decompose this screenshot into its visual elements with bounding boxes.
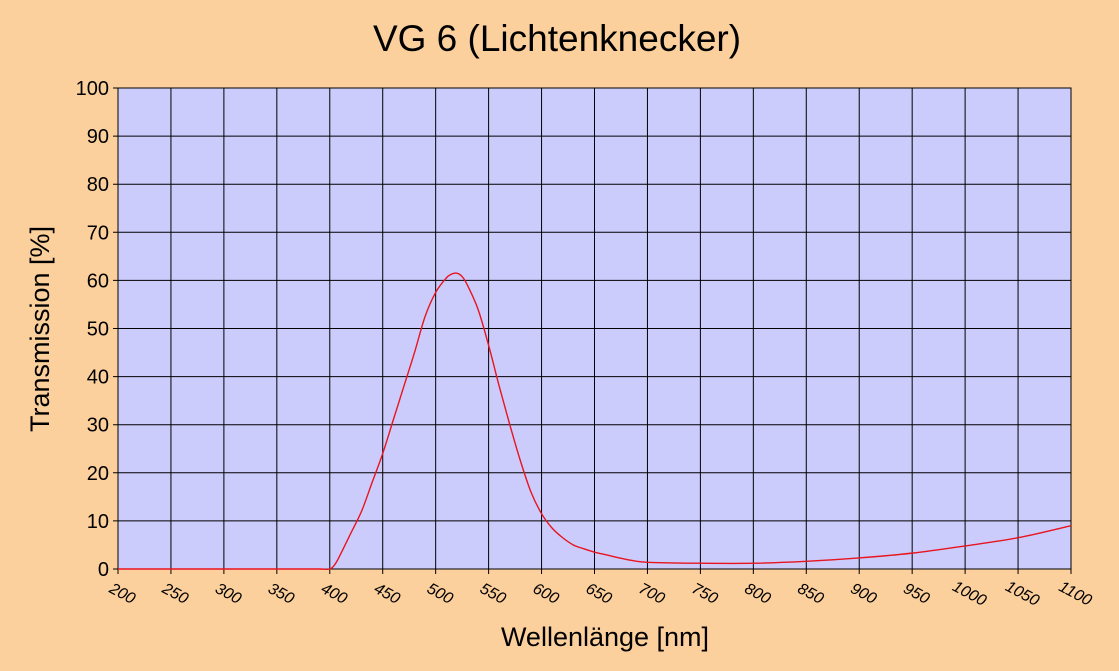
x-tick-label: 550 xyxy=(477,580,509,608)
y-tick-label: 30 xyxy=(87,415,109,437)
y-tick-label: 40 xyxy=(87,367,109,389)
y-tick-label: 20 xyxy=(87,463,109,485)
x-tick-label: 1050 xyxy=(1002,578,1041,610)
x-tick-label: 1100 xyxy=(1056,578,1094,609)
y-axis-label: Transmission [%] xyxy=(25,226,55,432)
y-tick-label: 60 xyxy=(87,270,109,292)
x-tick-label: 300 xyxy=(212,580,244,608)
x-tick-label: 1000 xyxy=(950,578,989,610)
x-tick-label: 500 xyxy=(424,580,456,608)
x-tick-labels: 200 250 300 350 400 450 500 550 600 650 700 750 800 8… xyxy=(105,578,1094,610)
x-tick-label: 200 xyxy=(105,580,138,608)
x-tick-label: 700 xyxy=(636,580,668,608)
x-tick-label: 900 xyxy=(848,580,880,608)
x-tick-label: 450 xyxy=(371,580,403,608)
chart-title: VG 6 (Lichtenknecker) xyxy=(373,18,741,59)
y-tick-label: 80 xyxy=(87,174,109,196)
x-tick-label: 850 xyxy=(795,580,827,608)
plot-border xyxy=(117,87,1072,570)
x-tick-label: 350 xyxy=(265,580,297,608)
y-tick-label: 50 xyxy=(87,319,109,341)
y-tick-label: 70 xyxy=(87,222,109,244)
y-tick-labels: 0 10 20 30 40 50 60 70 80 90 100 xyxy=(76,78,109,581)
y-tick-label: 10 xyxy=(87,511,109,533)
x-tick-label: 800 xyxy=(742,580,774,608)
x-tick-label: 650 xyxy=(583,580,615,608)
x-tick-label: 750 xyxy=(689,580,721,608)
x-tick-label: 600 xyxy=(530,580,562,608)
x-tick-label: 400 xyxy=(318,580,350,608)
x-tick-label: 950 xyxy=(901,580,933,608)
y-tick-label: 100 xyxy=(76,78,109,100)
y-tick-label: 0 xyxy=(98,559,109,581)
y-tick-label: 90 xyxy=(87,126,109,148)
x-axis-label: Wellenlänge [nm] xyxy=(501,622,709,652)
x-tick-label: 250 xyxy=(158,580,191,608)
series-line-transmission xyxy=(118,272,1072,571)
